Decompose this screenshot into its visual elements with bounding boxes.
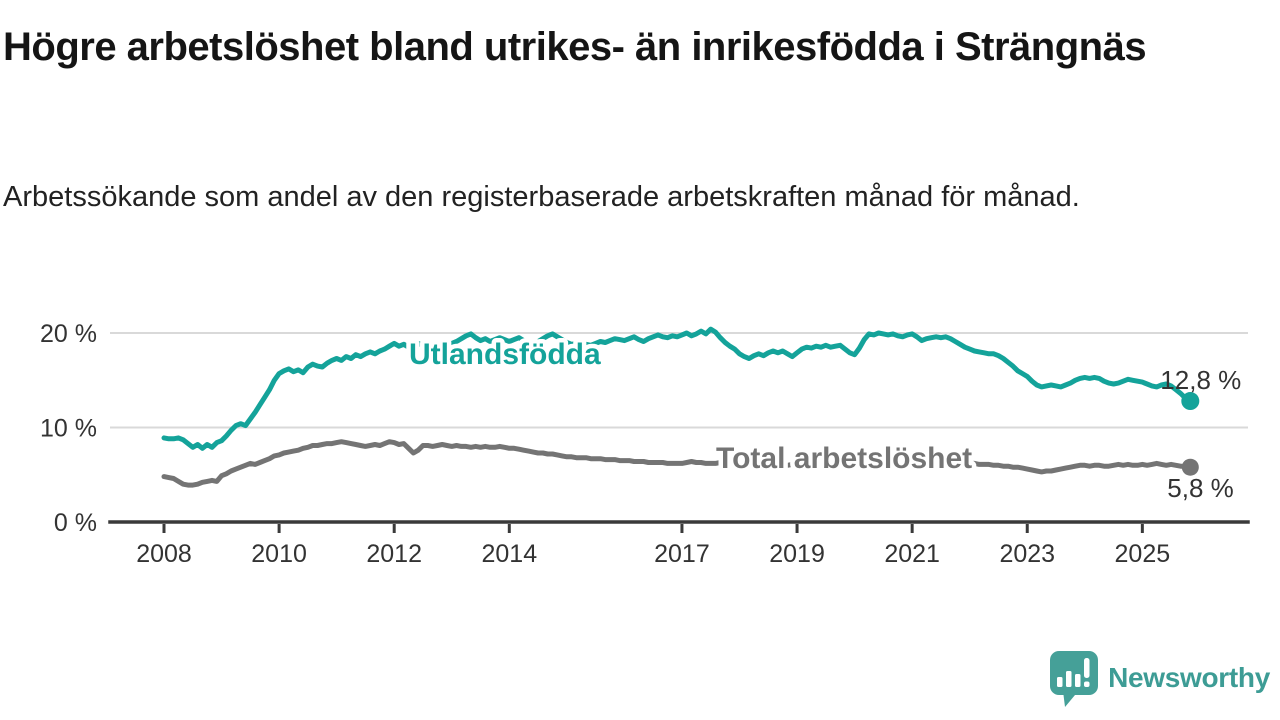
y-tick-label: 0 % <box>54 509 97 537</box>
series-end-value-label: 12,8 % <box>1160 365 1241 395</box>
x-tick-label: 2023 <box>999 540 1055 568</box>
logo-bars <box>1057 658 1090 687</box>
chart-title: Högre arbetslöshet bland utrikes- än inr… <box>3 25 1147 69</box>
newsworthy-logo: Newsworthy <box>1047 649 1270 707</box>
series-end-value-label: 5,8 % <box>1167 473 1234 503</box>
exclamation-dot <box>1084 681 1090 687</box>
y-tick-label: 20 % <box>40 320 97 348</box>
x-tick-label: 2014 <box>481 540 537 568</box>
series-label: Utlandsfödda <box>409 338 601 371</box>
x-tick-label: 2010 <box>251 540 307 568</box>
x-tick-label: 2017 <box>654 540 710 568</box>
y-tick-label: 10 % <box>40 415 97 443</box>
series-line <box>161 439 1193 488</box>
x-tick-label: 2019 <box>769 540 825 568</box>
newsworthy-logo-icon <box>1050 651 1099 707</box>
x-tick-label: 2025 <box>1115 540 1171 568</box>
series-label: Total arbetslöshet <box>716 442 972 475</box>
newsworthy-logo-text: Newsworthy <box>1108 662 1270 693</box>
x-tick-label: 2021 <box>884 540 940 568</box>
x-tick-label: 2012 <box>366 540 422 568</box>
series-end-dot <box>1181 392 1200 411</box>
x-tick-label: 2008 <box>136 540 192 568</box>
exclamation-bar <box>1084 658 1090 678</box>
series-end-dot <box>1181 458 1199 476</box>
series-line <box>161 326 1193 451</box>
chart-subtitle: Arbetssökande som andel av den registerb… <box>3 181 1080 213</box>
